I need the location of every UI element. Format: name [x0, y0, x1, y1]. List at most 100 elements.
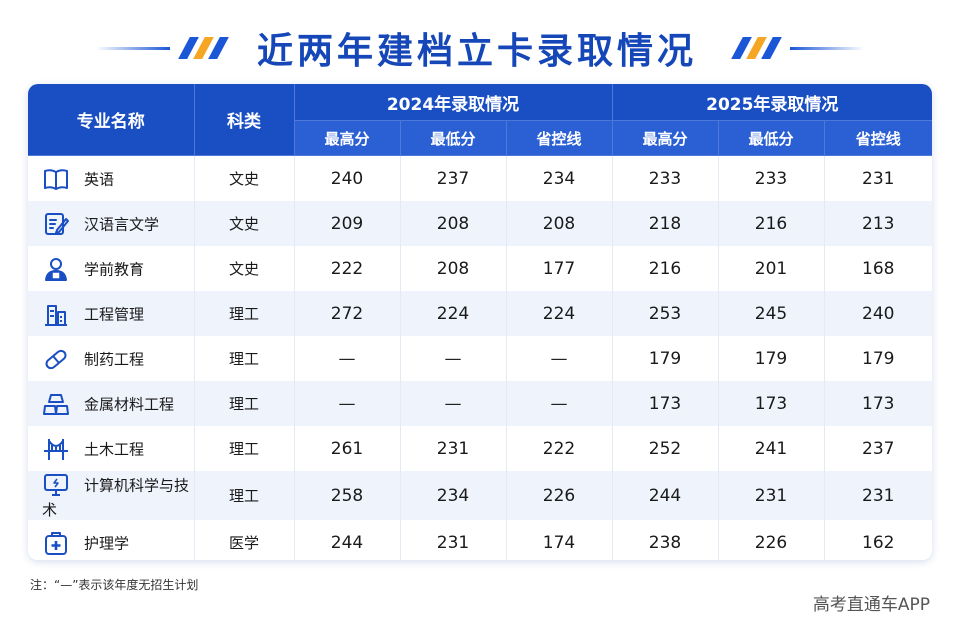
admission-table: 专业名称 科类 2024年录取情况 2025年录取情况 最高分 最低分 省控线 … — [28, 84, 932, 560]
cell-category: 理工 — [194, 471, 295, 520]
cell-2025-control-line: 240 — [824, 291, 932, 336]
major-name: 英语 — [84, 170, 115, 188]
metal-ingots-icon — [42, 390, 70, 418]
cell-major: 计算机科学与技术 — [28, 471, 195, 520]
table-row: 计算机科学与技术 理工 258 234 226 244 231 231 — [28, 471, 932, 520]
table-row: 工程管理 理工 272 224 224 253 245 240 — [28, 291, 932, 336]
cell-category: 医学 — [194, 520, 295, 560]
header-2024-min: 最低分 — [400, 120, 507, 156]
cell-2025-max: 179 — [612, 336, 719, 381]
cell-2024-max: — — [294, 381, 401, 426]
cell-2025-max: 238 — [612, 520, 719, 560]
cell-major: 金属材料工程 — [28, 381, 195, 426]
major-name: 学前教育 — [84, 260, 145, 278]
cell-2024-min: 224 — [400, 291, 507, 336]
computer-monitor-icon — [42, 471, 70, 499]
header-2025-control-line: 省控线 — [824, 120, 932, 156]
header-2025-max: 最高分 — [612, 120, 719, 156]
cell-major: 护理学 — [28, 520, 195, 560]
cell-2025-min: 233 — [718, 155, 825, 201]
cell-2025-min: 231 — [718, 471, 825, 520]
cell-2025-max: 233 — [612, 155, 719, 201]
watermark: 高考直通车APP — [812, 595, 930, 615]
cell-2024-max: 244 — [294, 520, 401, 560]
cell-2025-max: 218 — [612, 201, 719, 246]
cell-2024-max: — — [294, 336, 401, 381]
cell-2025-min: 179 — [718, 336, 825, 381]
cell-2025-control-line: 173 — [824, 381, 932, 426]
medical-kit-icon — [42, 529, 70, 557]
cell-2025-control-line: 231 — [824, 155, 932, 201]
cell-category: 理工 — [194, 336, 295, 381]
page-title: 近两年建档立卡录取情况 — [256, 31, 697, 72]
table-row: 汉语言文学 文史 209 208 208 218 216 213 — [28, 201, 932, 246]
cell-major: 英语 — [28, 155, 195, 201]
cell-2025-max: 216 — [612, 246, 719, 291]
cell-2024-max: 222 — [294, 246, 401, 291]
cell-2024-max: 240 — [294, 155, 401, 201]
cell-2025-max: 253 — [612, 291, 719, 336]
cell-major: 制药工程 — [28, 336, 195, 381]
cell-2024-control-line: 208 — [506, 201, 613, 246]
cell-2025-control-line: 231 — [824, 471, 932, 520]
cell-2024-control-line: 226 — [506, 471, 613, 520]
cell-2025-control-line: 179 — [824, 336, 932, 381]
cell-2024-max: 272 — [294, 291, 401, 336]
cell-2025-min: 173 — [718, 381, 825, 426]
title-row: 近两年建档立卡录取情况 — [0, 18, 960, 78]
cell-2024-control-line: 234 — [506, 155, 613, 201]
cell-2025-min: 245 — [718, 291, 825, 336]
header-2025-min: 最低分 — [718, 120, 825, 156]
cell-2024-min: — — [400, 336, 507, 381]
book-icon — [42, 165, 70, 193]
teacher-icon — [42, 255, 70, 283]
admission-table-container: 专业名称 科类 2024年录取情况 2025年录取情况 最高分 最低分 省控线 … — [28, 84, 932, 560]
cell-2024-control-line: 224 — [506, 291, 613, 336]
cell-2024-min: — — [400, 381, 507, 426]
footnote: 注：“—”表示该年度无招生计划 — [30, 578, 199, 592]
cell-2025-min: 226 — [718, 520, 825, 560]
cell-major: 工程管理 — [28, 291, 195, 336]
cell-2024-min: 237 — [400, 155, 507, 201]
cell-2024-control-line: 222 — [506, 426, 613, 471]
cell-2024-min: 234 — [400, 471, 507, 520]
cell-2025-control-line: 237 — [824, 426, 932, 471]
major-name: 计算机科学与技术 — [42, 476, 190, 520]
table-row: 护理学 医学 244 231 174 238 226 162 — [28, 520, 932, 560]
table-row: 制药工程 理工 — — —179 179 179 — [28, 336, 932, 381]
cell-category: 理工 — [194, 291, 295, 336]
cell-2024-max: 258 — [294, 471, 401, 520]
cell-2024-control-line: — — [506, 381, 613, 426]
cell-2025-max: 252 — [612, 426, 719, 471]
cell-2024-min: 208 — [400, 201, 507, 246]
cell-2024-min: 208 — [400, 246, 507, 291]
cell-2025-min: 201 — [718, 246, 825, 291]
cell-2025-control-line: 213 — [824, 201, 932, 246]
cell-2025-control-line: 168 — [824, 246, 932, 291]
cell-2025-max: 173 — [612, 381, 719, 426]
major-name: 土木工程 — [84, 440, 145, 458]
header-2024-control-line: 省控线 — [506, 120, 613, 156]
table-row: 金属材料工程 理工 — — —173 173 173 — [28, 381, 932, 426]
title-decoration-right — [731, 36, 864, 60]
cell-2024-max: 209 — [294, 201, 401, 246]
pill-icon — [42, 345, 70, 373]
table-row: 学前教育 文史 222 208 177 216 201 168 — [28, 246, 932, 291]
cell-2024-control-line: — — [506, 336, 613, 381]
bridge-icon — [42, 435, 70, 463]
cell-2025-min: 241 — [718, 426, 825, 471]
header-major: 专业名称 — [28, 84, 195, 156]
header-year-2025: 2025年录取情况 — [612, 84, 932, 121]
buildings-icon — [42, 300, 70, 328]
cell-2024-control-line: 177 — [506, 246, 613, 291]
title-decoration-left — [95, 36, 229, 60]
cell-major: 学前教育 — [28, 246, 195, 291]
cell-2025-min: 216 — [718, 201, 825, 246]
cell-category: 文史 — [194, 201, 295, 246]
cell-category: 理工 — [194, 381, 295, 426]
major-name: 护理学 — [84, 534, 130, 552]
cell-2024-min: 231 — [400, 426, 507, 471]
table-row: 土木工程 理工 261 231 222 252 241 237 — [28, 426, 932, 471]
cell-category: 理工 — [194, 426, 295, 471]
header-2024-max: 最高分 — [294, 120, 401, 156]
